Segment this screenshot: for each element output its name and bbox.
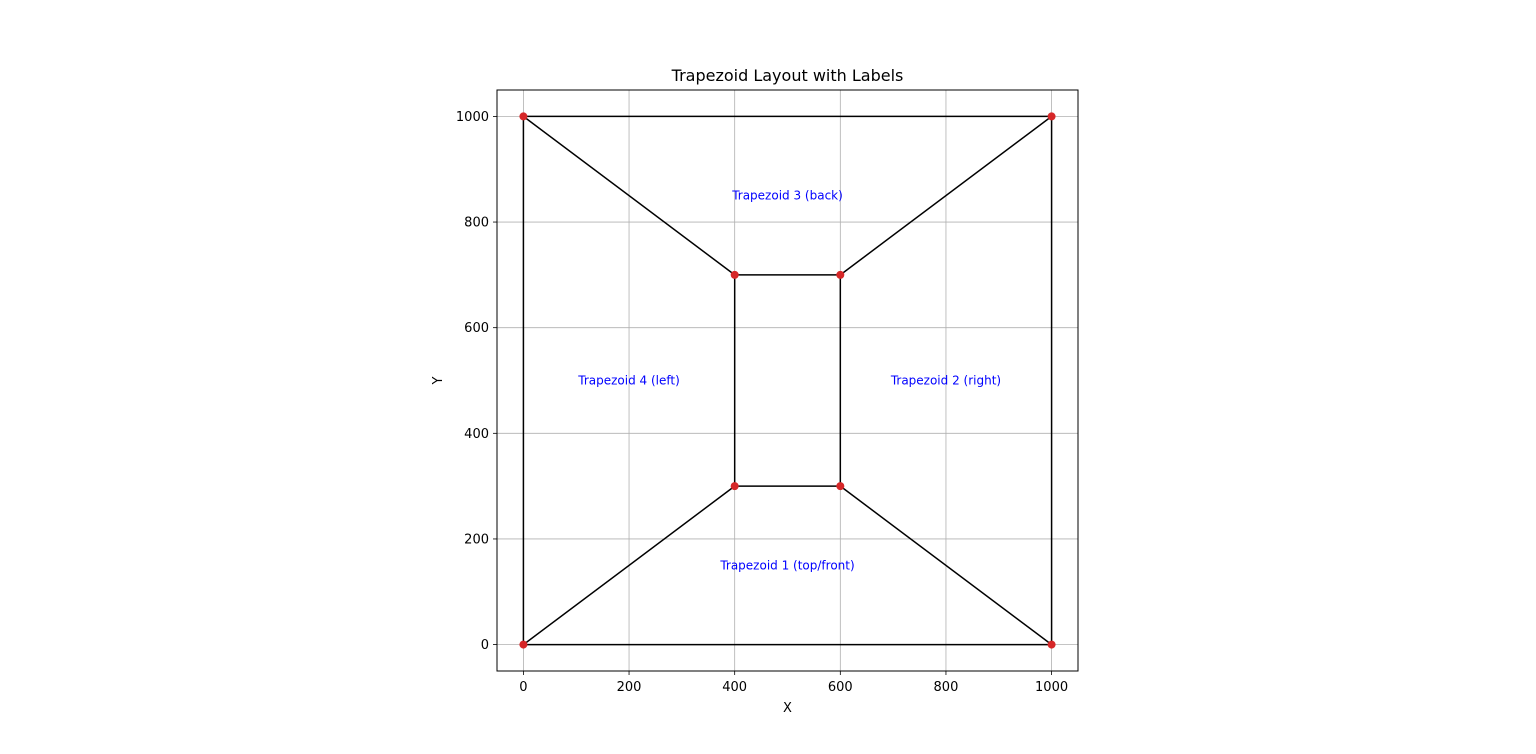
vertex-point bbox=[730, 270, 739, 279]
region-label: Trapezoid 3 (back) bbox=[731, 189, 843, 203]
trapezoid-edges bbox=[522, 115, 1053, 646]
axis-ticks: 0 200 400 600 800 1000 0 200 400 600 800 1000 bbox=[456, 110, 1068, 695]
plot-frame bbox=[496, 89, 1079, 672]
vertex-point bbox=[519, 112, 528, 121]
y-tick-label: 0 bbox=[481, 638, 489, 653]
vertex-point bbox=[836, 482, 845, 491]
x-tick-label: 800 bbox=[934, 680, 959, 695]
x-tick-label: 200 bbox=[617, 680, 642, 695]
y-tick-label: 200 bbox=[464, 532, 489, 547]
vertex-point bbox=[1047, 112, 1056, 121]
x-tick-label: 600 bbox=[828, 680, 853, 695]
y-tick-label: 800 bbox=[464, 216, 489, 231]
vertex-point bbox=[730, 482, 739, 491]
y-tick-label: 600 bbox=[464, 321, 489, 336]
y-tick-label: 400 bbox=[464, 427, 489, 442]
region-label: Trapezoid 2 (right) bbox=[890, 374, 1001, 388]
region-labels: Trapezoid 1 (top/front) Trapezoid 2 (righ… bbox=[577, 189, 1001, 573]
vertex-points bbox=[519, 112, 1056, 649]
y-axis-label: Y bbox=[431, 376, 446, 385]
vertex-point bbox=[1047, 640, 1056, 649]
vertex-point bbox=[836, 270, 845, 279]
x-axis-label: X bbox=[783, 701, 792, 716]
x-tick-label: 400 bbox=[722, 680, 747, 695]
vertex-point bbox=[519, 640, 528, 649]
x-tick-label: 0 bbox=[519, 680, 527, 695]
trapezoid-edge bbox=[839, 115, 1053, 276]
trapezoid-edge bbox=[522, 485, 736, 646]
region-label: Trapezoid 4 (left) bbox=[577, 374, 680, 388]
trapezoid-edge bbox=[839, 485, 1053, 646]
trapezoid-edge bbox=[522, 115, 736, 276]
y-tick-label: 1000 bbox=[456, 110, 489, 125]
chart-title: Trapezoid Layout with Labels bbox=[671, 66, 904, 85]
region-label: Trapezoid 1 (top/front) bbox=[719, 558, 854, 572]
x-tick-label: 1000 bbox=[1035, 680, 1068, 695]
